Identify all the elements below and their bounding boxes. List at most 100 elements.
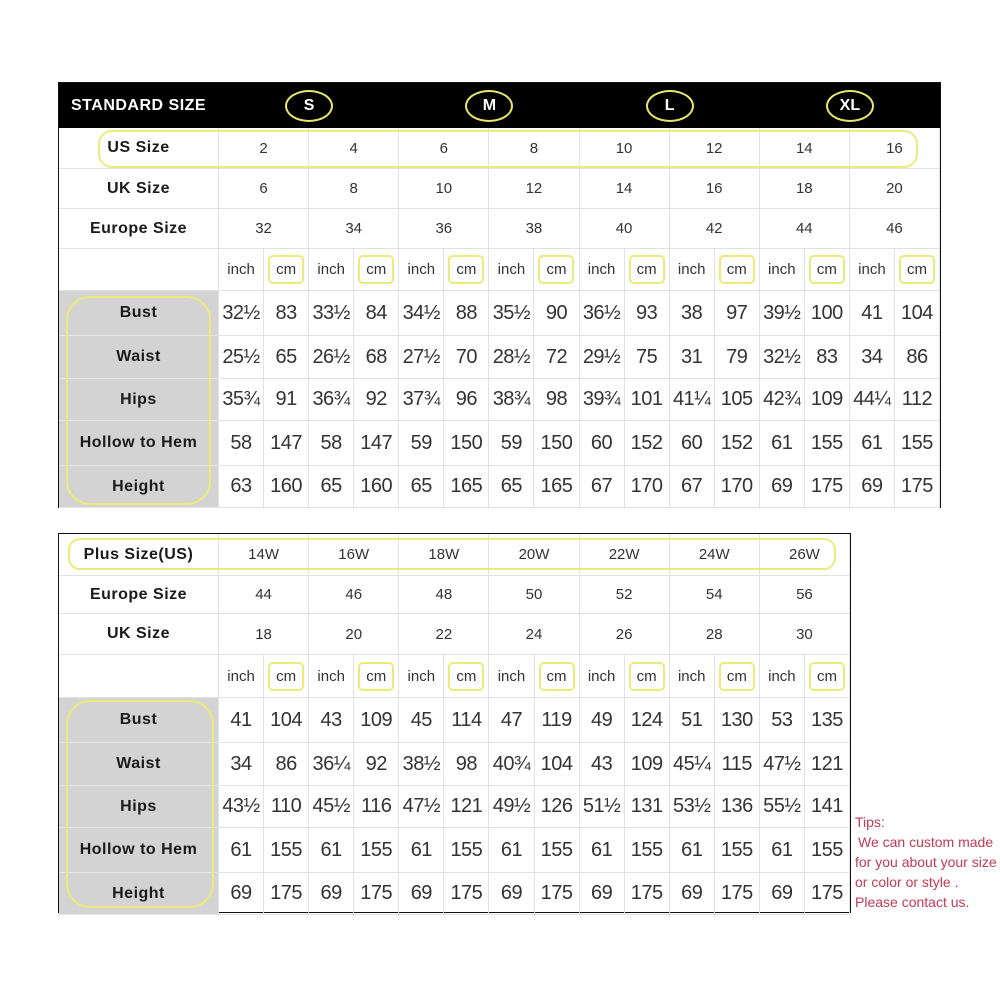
measure-value: 49 bbox=[579, 698, 625, 743]
size-group-badge: S bbox=[285, 89, 334, 122]
unit-cm: cm bbox=[444, 655, 490, 698]
measure-value: 155 bbox=[894, 421, 940, 466]
measure-value: 38 bbox=[669, 291, 715, 336]
measure-value: 45 bbox=[399, 698, 445, 743]
unit-cm-label: cm bbox=[448, 255, 485, 284]
size-value: 14 bbox=[759, 128, 850, 169]
unit-inch: inch bbox=[849, 249, 895, 291]
unit-cm: cm bbox=[354, 249, 400, 291]
size-value: 44 bbox=[219, 576, 310, 614]
size-value: 12 bbox=[669, 128, 760, 169]
size-value: 36 bbox=[399, 209, 490, 249]
measure-value: 130 bbox=[714, 698, 760, 743]
unit-row-blank bbox=[59, 249, 219, 291]
size-value: 2 bbox=[219, 128, 310, 169]
measure-value: 69 bbox=[759, 466, 805, 508]
size-value: 18 bbox=[219, 614, 310, 655]
measure-value: 35½ bbox=[489, 291, 535, 336]
measure-value: 75 bbox=[624, 336, 670, 379]
measure-value: 47½ bbox=[399, 786, 445, 828]
measure-value: 27½ bbox=[399, 336, 445, 379]
measure-value: 41 bbox=[219, 698, 265, 743]
unit-inch: inch bbox=[219, 655, 265, 698]
measure-value: 40¾ bbox=[489, 743, 535, 786]
size-value: 28 bbox=[669, 614, 760, 655]
measure-value: 155 bbox=[534, 828, 580, 873]
unit-cm-label: cm bbox=[718, 255, 755, 284]
size-value: 34 bbox=[309, 209, 400, 249]
size-value: 48 bbox=[399, 576, 490, 614]
measure-value: 59 bbox=[399, 421, 445, 466]
measure-value: 175 bbox=[354, 873, 400, 915]
standard-size-table: STANDARD SIZE S M L XL US Size 2 4 6 8 10 12 14 16 UK … bbox=[58, 82, 941, 508]
measure-value: 91 bbox=[264, 379, 310, 421]
unit-cm-label: cm bbox=[538, 255, 575, 284]
measure-value: 104 bbox=[894, 291, 940, 336]
size-value: 8 bbox=[489, 128, 580, 169]
unit-cm-label: cm bbox=[448, 661, 485, 691]
measure-value: 116 bbox=[354, 786, 400, 828]
measure-value: 72 bbox=[534, 336, 580, 379]
unit-cm: cm bbox=[264, 249, 310, 291]
measure-row-label: Hollow to Hem bbox=[59, 421, 219, 466]
size-row-label: UK Size bbox=[59, 614, 219, 655]
measure-value: 175 bbox=[714, 873, 760, 915]
unit-cm: cm bbox=[714, 249, 760, 291]
measure-value: 92 bbox=[354, 743, 400, 786]
size-value: 18 bbox=[759, 169, 850, 209]
measure-value: 61 bbox=[849, 421, 895, 466]
measure-value: 61 bbox=[759, 421, 805, 466]
size-group-header: XL bbox=[759, 83, 940, 128]
size-value: 44 bbox=[759, 209, 850, 249]
measure-value: 69 bbox=[759, 873, 805, 915]
measure-value: 53½ bbox=[669, 786, 715, 828]
measure-value: 69 bbox=[489, 873, 535, 915]
unit-cm-label: cm bbox=[358, 661, 395, 691]
measure-value: 69 bbox=[669, 873, 715, 915]
measure-value: 38¾ bbox=[489, 379, 535, 421]
measure-value: 155 bbox=[804, 828, 850, 873]
measure-value: 69 bbox=[849, 466, 895, 508]
size-value: 6 bbox=[399, 128, 490, 169]
measure-value: 61 bbox=[489, 828, 535, 873]
unit-cm: cm bbox=[894, 249, 940, 291]
measure-value: 45¼ bbox=[669, 743, 715, 786]
size-group-header: M bbox=[399, 83, 580, 128]
size-value: 20W bbox=[489, 534, 580, 576]
measure-value: 34½ bbox=[399, 291, 445, 336]
size-value: 24W bbox=[669, 534, 760, 576]
size-value: 52 bbox=[579, 576, 670, 614]
measure-value: 90 bbox=[534, 291, 580, 336]
measure-value: 110 bbox=[264, 786, 310, 828]
unit-cm: cm bbox=[264, 655, 310, 698]
size-row-label: UK Size bbox=[59, 169, 219, 209]
tips-line: or color or style . bbox=[855, 874, 959, 890]
size-group-header: L bbox=[579, 83, 760, 128]
size-value: 12 bbox=[489, 169, 580, 209]
measure-value: 175 bbox=[804, 873, 850, 915]
measure-value: 32½ bbox=[759, 336, 805, 379]
unit-cm-label: cm bbox=[808, 255, 845, 284]
size-group-badge: L bbox=[645, 89, 694, 122]
unit-cm-label: cm bbox=[628, 255, 665, 284]
size-value: 54 bbox=[669, 576, 760, 614]
unit-inch: inch bbox=[489, 655, 535, 698]
size-value: 50 bbox=[489, 576, 580, 614]
measure-value: 58 bbox=[219, 421, 265, 466]
measure-value: 45½ bbox=[309, 786, 355, 828]
unit-cm-label: cm bbox=[628, 661, 665, 691]
measure-value: 60 bbox=[579, 421, 625, 466]
unit-inch: inch bbox=[579, 249, 625, 291]
measure-value: 65 bbox=[489, 466, 535, 508]
tips-heading: Tips: bbox=[855, 814, 885, 830]
measure-value: 28½ bbox=[489, 336, 535, 379]
unit-cm: cm bbox=[804, 249, 850, 291]
measure-value: 61 bbox=[309, 828, 355, 873]
measure-value: 61 bbox=[399, 828, 445, 873]
measure-value: 165 bbox=[534, 466, 580, 508]
unit-cm-label: cm bbox=[808, 661, 845, 691]
unit-inch: inch bbox=[309, 655, 355, 698]
measure-value: 51½ bbox=[579, 786, 625, 828]
measure-value: 98 bbox=[534, 379, 580, 421]
measure-value: 155 bbox=[714, 828, 760, 873]
